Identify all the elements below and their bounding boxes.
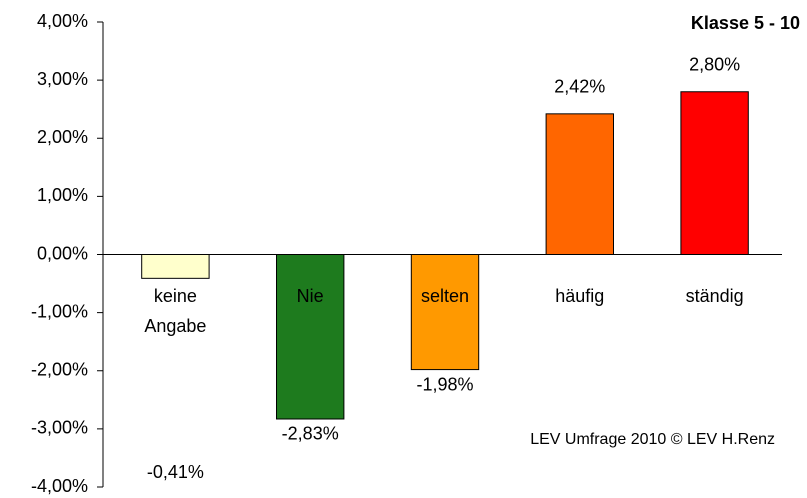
y-tick-label: 1,00% xyxy=(37,185,88,205)
x-tick-label: keine Angabe xyxy=(144,285,207,336)
value-label: -0,41% xyxy=(147,462,204,482)
value-label: -2,83% xyxy=(282,424,339,444)
x-tick-label: selten xyxy=(420,285,470,306)
y-tick-label: 0,00% xyxy=(37,243,88,263)
y-tick-label: -3,00% xyxy=(31,418,88,438)
y-tick-label: 3,00% xyxy=(37,69,88,89)
y-tick-label: -2,00% xyxy=(31,360,88,380)
value-label: 2,80% xyxy=(689,55,740,75)
value-label: 2,42% xyxy=(554,77,605,97)
bar xyxy=(141,254,210,279)
y-tick-label: -1,00% xyxy=(31,301,88,321)
value-label: -1,98% xyxy=(416,374,473,394)
bar xyxy=(410,254,480,371)
y-tick-label: 4,00% xyxy=(37,11,88,31)
bar xyxy=(276,254,345,420)
chart-title: Klasse 5 - 10 xyxy=(691,13,800,33)
x-tick-label: ständig xyxy=(685,285,744,306)
bar xyxy=(680,91,749,255)
y-tick-label: 2,00% xyxy=(37,127,88,147)
y-tick-label: -4,00% xyxy=(31,476,88,496)
annotation: LEV Umfrage 2010 © LEV H.Renz xyxy=(530,431,775,448)
x-tick-label: Nie xyxy=(296,285,324,306)
bar xyxy=(545,113,614,256)
x-tick-label: häufig xyxy=(555,285,605,306)
